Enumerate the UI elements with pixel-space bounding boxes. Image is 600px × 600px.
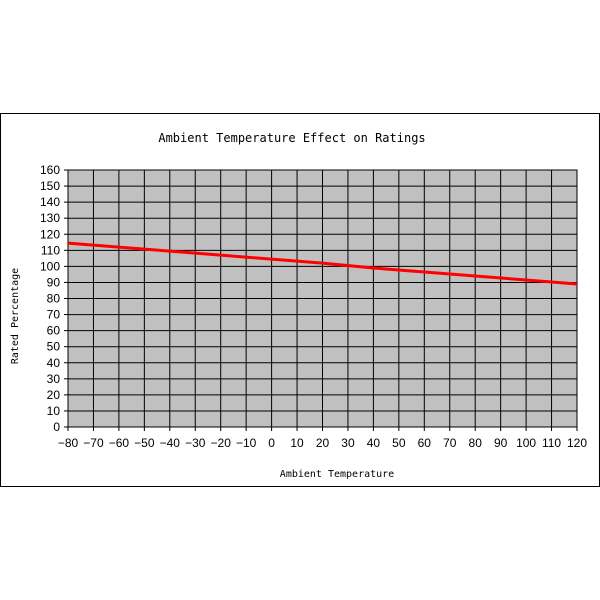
x-tick-label: 100 (516, 436, 536, 450)
x-tick-label: 50 (392, 436, 406, 450)
y-tick-label: 160 (40, 163, 60, 177)
x-tick-label: 80 (469, 436, 483, 450)
y-tick-label: 110 (41, 243, 60, 257)
x-tick-label: −80 (58, 436, 79, 450)
x-tick-label: 90 (494, 436, 508, 450)
x-tick-label: −20 (211, 436, 232, 450)
y-tick-label: 0 (53, 420, 60, 434)
x-tick-label: 70 (443, 436, 457, 450)
y-tick-label: 120 (40, 227, 60, 241)
y-tick-label: 90 (47, 275, 61, 289)
x-tick-label: 30 (341, 436, 355, 450)
series-line (67, 241, 578, 286)
x-tick-label: −30 (185, 436, 206, 450)
x-tick-label: 60 (418, 436, 432, 450)
y-tick-label: 150 (40, 179, 60, 193)
x-tick-label: −50 (134, 436, 155, 450)
y-tick-label: 80 (47, 292, 61, 306)
y-tick-label: 50 (47, 340, 61, 354)
x-axis-label: Ambient Temperature (280, 469, 394, 480)
chart-title: Ambient Temperature Effect on Ratings (158, 131, 425, 145)
y-tick-label: 10 (47, 404, 61, 418)
x-tick-label: −70 (83, 436, 104, 450)
y-axis-label: Rated Percentage (10, 268, 21, 364)
x-tick-label: 120 (567, 436, 587, 450)
chart-svg: Ambient Temperature Effect on Ratings 0 1… (10, 131, 587, 480)
y-tick-label: 30 (47, 372, 61, 386)
y-tick-label: 100 (40, 259, 60, 273)
x-tick-label: 10 (290, 436, 304, 450)
x-tick-label: 110 (542, 436, 561, 450)
x-tick-label: 40 (367, 436, 381, 450)
x-tick-label: −10 (236, 436, 257, 450)
x-tick-label: 0 (268, 436, 275, 450)
x-tick-label: 20 (316, 436, 330, 450)
y-tick-label: 60 (47, 324, 61, 338)
x-tick-label: −60 (109, 436, 130, 450)
y-tick-label: 20 (47, 388, 61, 402)
x-tick-label: −40 (160, 436, 181, 450)
y-tick-label: 40 (47, 356, 61, 370)
y-tick-label: 70 (47, 308, 61, 322)
chart-frame: Ambient Temperature Effect on Ratings 0 1… (0, 113, 600, 487)
plot-area: 0102030405060708090100110120130140150160… (40, 163, 587, 450)
y-tick-label: 140 (40, 195, 60, 209)
y-tick-label: 130 (40, 211, 60, 225)
